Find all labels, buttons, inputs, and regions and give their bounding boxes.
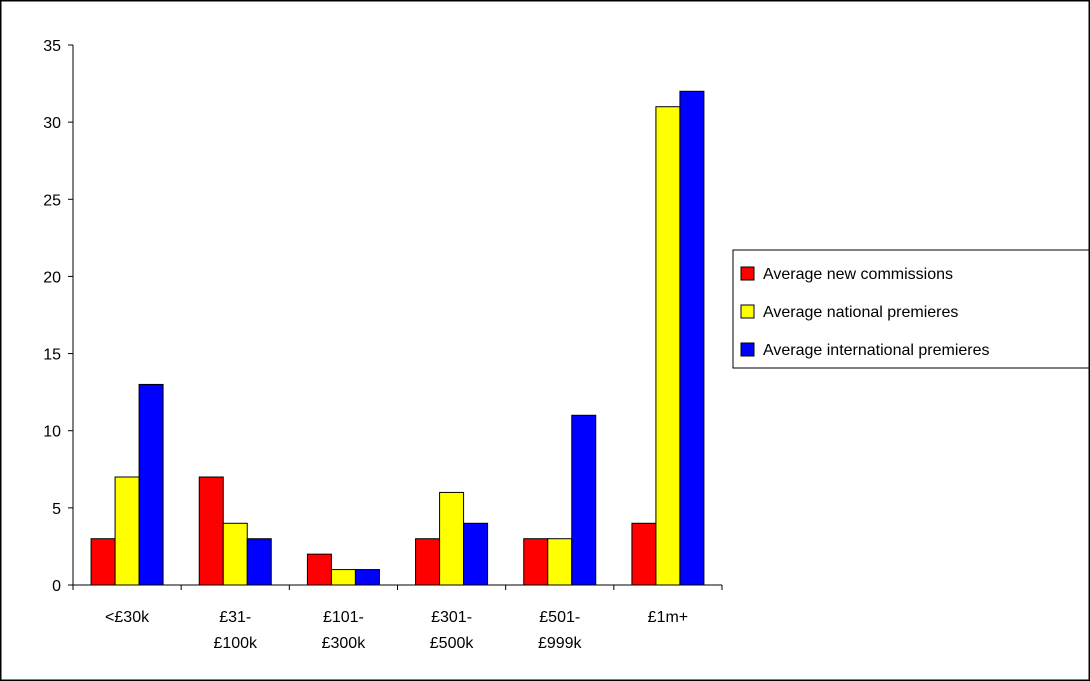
bar-series-0-category-3 [415, 538, 441, 586]
y-tick-label: 20 [43, 269, 61, 286]
plot-labels: 0 5 10 15 20 25 30 35 <£30k £31- £100k £101- £300k £3… [43, 38, 688, 652]
bar-series-1-category-5 [655, 106, 681, 586]
bar-series-2-category-2 [354, 569, 380, 586]
x-tick-label-line: £1m+ [648, 609, 688, 626]
legend-box [732, 249, 1090, 369]
x-tick-label: £1m+ [648, 609, 688, 626]
legend-swatch-international-premieres [740, 342, 755, 357]
bar-series-0-category-0 [90, 538, 116, 586]
x-tick-label-line: £501- [539, 609, 580, 626]
bar-series-1-category-2 [330, 569, 356, 586]
x-tick-label-line: £300k [322, 635, 367, 652]
bar-series-1-category-4 [547, 538, 573, 586]
legend: Average new commissions Average national… [732, 249, 1090, 369]
y-tick-label: 30 [43, 115, 61, 132]
y-tick-label: 15 [43, 347, 61, 364]
y-tick-label: 10 [43, 424, 61, 441]
bar-series-2-category-0 [138, 383, 164, 586]
bar-series-1-category-3 [439, 491, 465, 586]
plot-axes [68, 44, 723, 590]
y-tick-label: 5 [52, 501, 61, 518]
x-tick-label-line: £999k [538, 635, 583, 652]
y-tick-label: 35 [43, 38, 61, 55]
bar-series-2-category-5 [679, 90, 705, 586]
x-tick-label: £101- £300k [322, 609, 367, 652]
bar-series-0-category-1 [198, 476, 224, 586]
bar-series-1-category-1 [222, 522, 248, 586]
bar-series-2-category-4 [571, 414, 597, 586]
x-tick-label: <£30k [105, 609, 150, 626]
x-tick-label-line: £31- [219, 609, 251, 626]
x-tick-label-line: <£30k [105, 609, 150, 626]
x-tick-label: £501- £999k [538, 609, 583, 652]
x-tick-label-line: £500k [430, 635, 475, 652]
bar-series-0-category-5 [631, 522, 657, 586]
legend-label-new-commissions: Average new commissions [763, 266, 953, 283]
legend-item-international-premieres: Average international premieres [740, 342, 990, 359]
y-tick-label: 25 [43, 192, 61, 209]
legend-label-national-premieres: Average national premieres [763, 304, 958, 321]
legend-swatch-new-commissions [740, 266, 755, 281]
legend-label-international-premieres: Average international premieres [763, 342, 990, 359]
legend-item-national-premieres: Average national premieres [740, 304, 958, 321]
bar-series-2-category-1 [246, 538, 272, 586]
x-tick-label-line: £301- [431, 609, 472, 626]
x-tick-label-line: £100k [213, 635, 258, 652]
y-tick-label: 0 [52, 578, 61, 595]
plot-bars [90, 90, 705, 586]
legend-swatch-national-premieres [740, 304, 755, 319]
legend-item-new-commissions: Average new commissions [740, 266, 953, 283]
bar-series-0-category-2 [306, 553, 332, 586]
x-tick-label-line: £101- [323, 609, 364, 626]
bar-series-1-category-0 [114, 476, 140, 586]
x-tick-label: £301- £500k [430, 609, 475, 652]
bar-series-2-category-3 [463, 522, 489, 586]
x-tick-label: £31- £100k [213, 609, 258, 652]
bar-series-0-category-4 [523, 538, 549, 586]
